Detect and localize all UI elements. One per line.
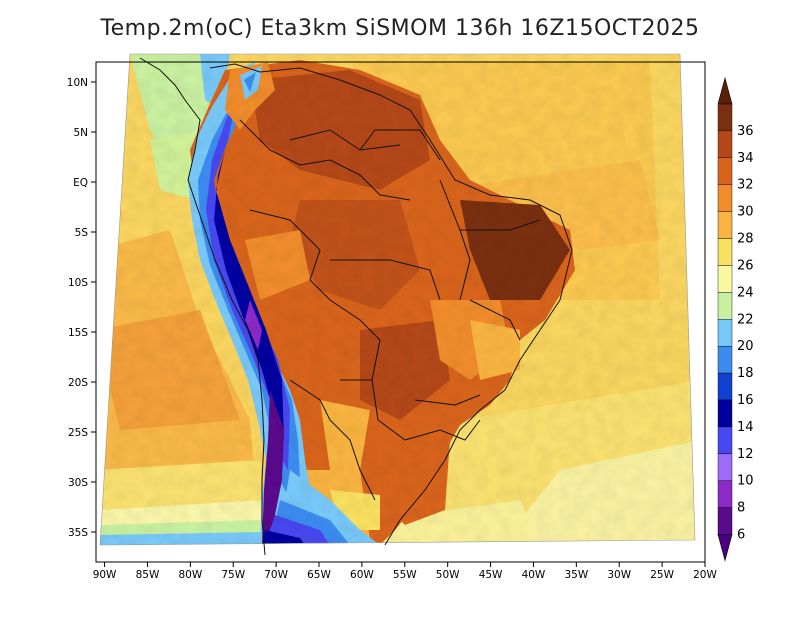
colorbar-swatch: [717, 480, 733, 508]
lon-tick-label: 65W: [307, 569, 331, 581]
colorbar-label: 10: [737, 474, 754, 489]
colorbar-label: 6: [737, 528, 745, 543]
colorbar-swatch: [717, 399, 733, 428]
colorbar-label: 16: [737, 393, 754, 408]
colorbar-label: 20: [737, 339, 754, 354]
lon-tick-label: 55W: [393, 569, 417, 581]
lon-tick-label: 70W: [264, 569, 288, 581]
colorbar-swatch: [717, 507, 733, 535]
lon-tick-label: 60W: [350, 569, 374, 581]
lon-tick-label: 50W: [436, 569, 460, 581]
latitude-axis: 10N 5N EQ 5S 10S 15S 20S 25S 30S 35S: [67, 77, 96, 539]
colorbar-swatch: [717, 345, 733, 374]
lat-tick-label: 35S: [68, 527, 88, 539]
lat-tick-label: 5N: [73, 127, 88, 139]
colorbar-label: 36: [737, 124, 754, 139]
map-title: Temp.2m(oC) Eta3km SiSMOM 136h 16Z15OCT2…: [100, 16, 700, 41]
colorbar-swatch: [717, 157, 733, 185]
lon-tick-label: 80W: [178, 569, 202, 581]
colorbar-swatch: [717, 265, 733, 293]
colorbar-swatch: [717, 453, 733, 481]
colorbar-swatch: [717, 372, 733, 401]
lat-tick-label: 25S: [68, 427, 88, 439]
lon-tick-label: 85W: [136, 569, 160, 581]
lat-tick-label: EQ: [73, 177, 88, 189]
lon-tick-label: 75W: [221, 569, 245, 581]
colorbar-swatch: [717, 184, 733, 212]
lat-tick-label: 5S: [75, 227, 89, 239]
lon-tick-label: 30W: [607, 569, 631, 581]
colorbar-label: 30: [737, 205, 754, 220]
colorbar-under-arrow: [717, 534, 733, 562]
lat-tick-label: 10N: [67, 77, 88, 89]
lon-tick-label: 35W: [564, 569, 588, 581]
colorbar-label: 24: [737, 285, 754, 300]
colorbar-label: 28: [737, 232, 754, 247]
colorbar-label: 34: [737, 151, 754, 166]
colorbar: 6 8 10 12 14 16 18 20 22 24 26 28 30 32 34 36: [717, 76, 754, 562]
colorbar-swatch: [717, 319, 733, 347]
lat-tick-label: 10S: [68, 277, 88, 289]
lat-tick-label: 15S: [68, 327, 88, 339]
lat-tick-label: 30S: [68, 477, 88, 489]
colorbar-swatch: [717, 103, 733, 132]
colorbar-swatch: [717, 130, 733, 159]
temperature-field: [100, 54, 695, 545]
colorbar-over-arrow: [717, 76, 733, 105]
lon-tick-label: 40W: [522, 569, 546, 581]
political-boundaries: [139, 57, 573, 556]
lon-tick-label: 25W: [650, 569, 674, 581]
map-frame: [95, 61, 706, 563]
colorbar-swatch: [717, 426, 733, 455]
lon-tick-label: 45W: [479, 569, 503, 581]
colorbar-label: 18: [737, 366, 754, 381]
colorbar-swatch: [717, 238, 733, 266]
colorbar-swatch: [717, 292, 733, 320]
lat-tick-label: 20S: [68, 377, 88, 389]
colorbar-label: 14: [737, 420, 754, 435]
lon-tick-label: 90W: [93, 569, 117, 581]
colorbar-label: 22: [737, 312, 754, 327]
colorbar-label: 8: [737, 501, 745, 516]
longitude-axis: 90W 85W 80W 75W 70W 65W 60W 55W 50W 45W 40W 35W 30W 2…: [93, 562, 717, 581]
lon-tick-label: 20W: [693, 569, 717, 581]
colorbar-label: 26: [737, 258, 754, 273]
colorbar-swatch: [717, 211, 733, 239]
colorbar-label: 12: [737, 447, 754, 462]
colorbar-label: 32: [737, 178, 754, 193]
